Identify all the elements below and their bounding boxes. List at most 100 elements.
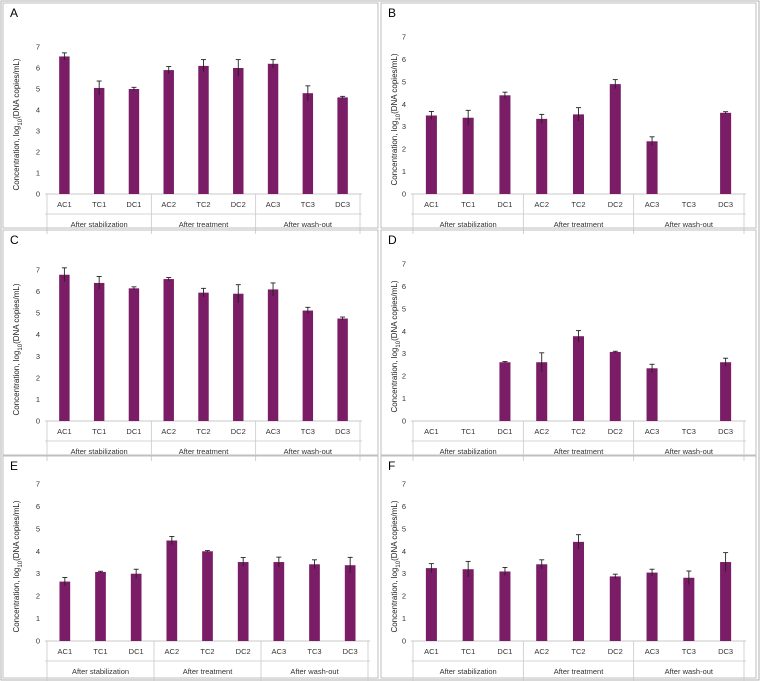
panel-frame <box>2 229 379 456</box>
panel-letter: E <box>10 459 18 473</box>
bar <box>93 282 105 421</box>
bar <box>198 292 209 421</box>
panel-letter: B <box>388 6 396 20</box>
y-tick-label: 0 <box>36 417 40 426</box>
bar <box>59 274 70 421</box>
y-tick-label: 5 <box>36 309 40 318</box>
y-tick-label: 1 <box>36 169 40 178</box>
x-tick-label: DC1 <box>497 427 512 436</box>
y-tick-label: 2 <box>36 592 40 601</box>
bar <box>646 141 658 194</box>
y-tick-label: 3 <box>402 122 406 131</box>
x-tick-label: DC1 <box>126 427 141 436</box>
x-tick-label: AC1 <box>424 647 439 656</box>
y-tick-label: 4 <box>36 330 40 339</box>
bar <box>128 89 140 194</box>
bar <box>536 118 548 194</box>
y-tick-label: 0 <box>36 637 40 646</box>
group-label: After treatment <box>179 220 230 229</box>
panel-frame <box>380 455 757 679</box>
bar <box>572 541 585 641</box>
y-tick-label: 6 <box>402 55 406 64</box>
y-tick-label: 0 <box>402 190 406 199</box>
bar <box>198 65 209 195</box>
y-tick-label: 7 <box>36 480 40 489</box>
bar <box>128 288 140 421</box>
group-label: After wash-out <box>284 447 333 456</box>
y-tick-label: 6 <box>402 502 406 511</box>
group-label: After stabilization <box>72 667 129 676</box>
x-tick-label: TC3 <box>682 647 696 656</box>
x-tick-label: DC1 <box>497 200 512 209</box>
y-tick-label: 0 <box>402 417 406 426</box>
bar <box>93 87 105 194</box>
bar <box>59 581 71 641</box>
y-tick-label: 7 <box>36 266 40 275</box>
y-tick-label: 7 <box>36 43 40 52</box>
y-tick-label: 2 <box>402 145 406 154</box>
x-tick-label: DC2 <box>231 200 246 209</box>
x-tick-label: TC2 <box>571 427 585 436</box>
y-tick-label: 4 <box>402 327 406 336</box>
group-label: After wash-out <box>665 667 714 676</box>
x-tick-label: TC2 <box>200 647 214 656</box>
y-tick-label: 5 <box>36 85 40 94</box>
bar <box>95 571 106 641</box>
y-tick-label: 1 <box>36 395 40 404</box>
group-label: After treatment <box>179 447 230 456</box>
x-tick-label: AC2 <box>161 200 176 209</box>
y-tick-label: 3 <box>36 352 40 361</box>
bar <box>646 368 658 421</box>
bar <box>462 569 474 641</box>
group-label: After stabilization <box>71 220 128 229</box>
x-tick-label: TC3 <box>682 427 696 436</box>
panel-letter: C <box>10 233 19 247</box>
panel-letter: F <box>388 459 395 473</box>
bar <box>720 562 732 641</box>
y-axis-label: Concentration, log10(DNA copies/mL) <box>390 500 402 632</box>
panel-frame <box>2 2 379 229</box>
x-tick-label: DC3 <box>335 200 350 209</box>
x-tick-label: AC3 <box>645 200 660 209</box>
x-tick-label: DC1 <box>129 647 144 656</box>
chart-panel-e: E 0 1 2 3 4 5 6 7 Concentration, log10(DNA copies… <box>2 455 379 681</box>
x-tick-label: DC3 <box>335 427 350 436</box>
bar <box>337 97 348 194</box>
bar <box>609 576 621 641</box>
y-tick-label: 4 <box>36 547 40 556</box>
bar <box>609 351 621 421</box>
y-tick-label: 5 <box>402 304 406 313</box>
y-axis-label: Concentration, log10(DNA copies/mL) <box>390 280 402 412</box>
bar <box>499 95 511 194</box>
y-tick-label: 5 <box>402 77 406 86</box>
x-tick-label: AC3 <box>645 647 660 656</box>
group-label: After stabilization <box>440 667 497 676</box>
x-tick-label: TC3 <box>307 647 321 656</box>
y-axis-label: Concentration, log10(DNA copies/mL) <box>12 283 24 415</box>
bar <box>337 318 348 421</box>
bar <box>267 63 279 194</box>
x-tick-label: DC2 <box>231 427 246 436</box>
group-label: After stabilization <box>440 447 497 456</box>
y-tick-label: 1 <box>402 167 406 176</box>
panel-letter: A <box>10 6 18 20</box>
x-tick-label: AC3 <box>266 427 281 436</box>
group-label: After treatment <box>554 447 605 456</box>
x-tick-label: AC1 <box>424 427 439 436</box>
group-label: After wash-out <box>665 447 714 456</box>
bar <box>202 551 213 641</box>
y-tick-label: 0 <box>36 190 40 199</box>
x-tick-label: DC1 <box>126 200 141 209</box>
bar <box>683 577 695 641</box>
group-label: After wash-out <box>290 667 339 676</box>
group-label: After stabilization <box>71 447 128 456</box>
y-tick-label: 4 <box>36 106 40 115</box>
chart-panel-a: A 0 1 2 3 4 5 6 7 Concentration, log10(DNA copies… <box>2 2 379 234</box>
bar <box>302 310 314 421</box>
panel-letter: D <box>388 233 397 247</box>
bar <box>267 289 279 421</box>
x-tick-label: DC2 <box>608 427 623 436</box>
x-tick-label: AC3 <box>645 427 660 436</box>
y-tick-label: 4 <box>402 547 406 556</box>
